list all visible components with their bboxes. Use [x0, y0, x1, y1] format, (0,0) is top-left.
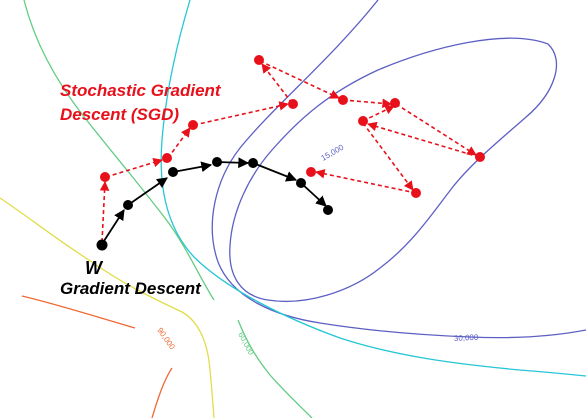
sgd-point: [254, 55, 264, 65]
sgd-step-8: [395, 103, 477, 156]
sgd-title-line2: Descent (SGD): [60, 105, 179, 124]
gd-point-end: [323, 205, 333, 215]
gd-point-start: [96, 239, 108, 251]
sgd-point: [411, 188, 421, 198]
sgd-point: [475, 152, 485, 162]
sgd-step-4: [193, 101, 289, 126]
sgd-step-11: [315, 169, 417, 194]
gd-point: [168, 167, 178, 177]
contour-yellow: [0, 197, 215, 418]
contour-label-60000: 60,000: [236, 331, 256, 357]
contour-label-90000: 90,000: [155, 326, 177, 352]
sgd-title-line1: Stochastic Gradient: [60, 81, 222, 100]
gd-step-5: [252, 162, 298, 182]
contour-label-30000: 30,000: [454, 333, 479, 343]
gd-title: Gradient Descent: [60, 279, 202, 298]
sgd-step-2: [105, 157, 163, 178]
sgd-step-7: [342, 98, 392, 109]
sgd-path: [99, 60, 480, 243]
sgd-point: [162, 153, 172, 163]
sgd-points: [100, 55, 485, 198]
contour-cyan: [160, 0, 586, 377]
contour-label-15000: 15,000: [320, 142, 346, 162]
contour-green-1: [23, 0, 215, 301]
sgd-point: [338, 95, 348, 105]
sgd-step-10: [362, 122, 414, 191]
gd-point: [248, 158, 258, 168]
sgd-step-1: [99, 181, 110, 243]
sgd-step-6: [259, 60, 340, 99]
sgd-step-3: [167, 127, 191, 159]
sgd-point: [390, 98, 400, 108]
sgd-point: [288, 99, 298, 109]
gd-step-1: [101, 209, 125, 245]
gd-point: [123, 200, 133, 210]
gd-step-3: [172, 161, 213, 173]
gd-step-4: [216, 157, 250, 169]
sgd-step-9: [367, 121, 480, 158]
sgd-point: [306, 167, 316, 177]
contour-15000: [229, 37, 558, 303]
contour-30000: [211, 0, 586, 339]
gd-points: [96, 157, 333, 251]
sgd-step-12: [362, 105, 395, 122]
contour-orange-2: [151, 367, 173, 418]
gd-path: [101, 157, 327, 245]
gd-step-6: [300, 182, 327, 207]
contour-green-2: [237, 319, 313, 418]
sgd-point: [188, 120, 198, 130]
sgd-point: [358, 116, 368, 126]
gd-step-2: [127, 177, 168, 206]
gd-point: [296, 178, 306, 188]
sgd-point: [100, 172, 110, 182]
contour-orange-1: [21, 295, 136, 329]
sgd-step-5: [261, 63, 293, 104]
gd-point: [212, 157, 222, 167]
w-label: W: [85, 258, 104, 278]
